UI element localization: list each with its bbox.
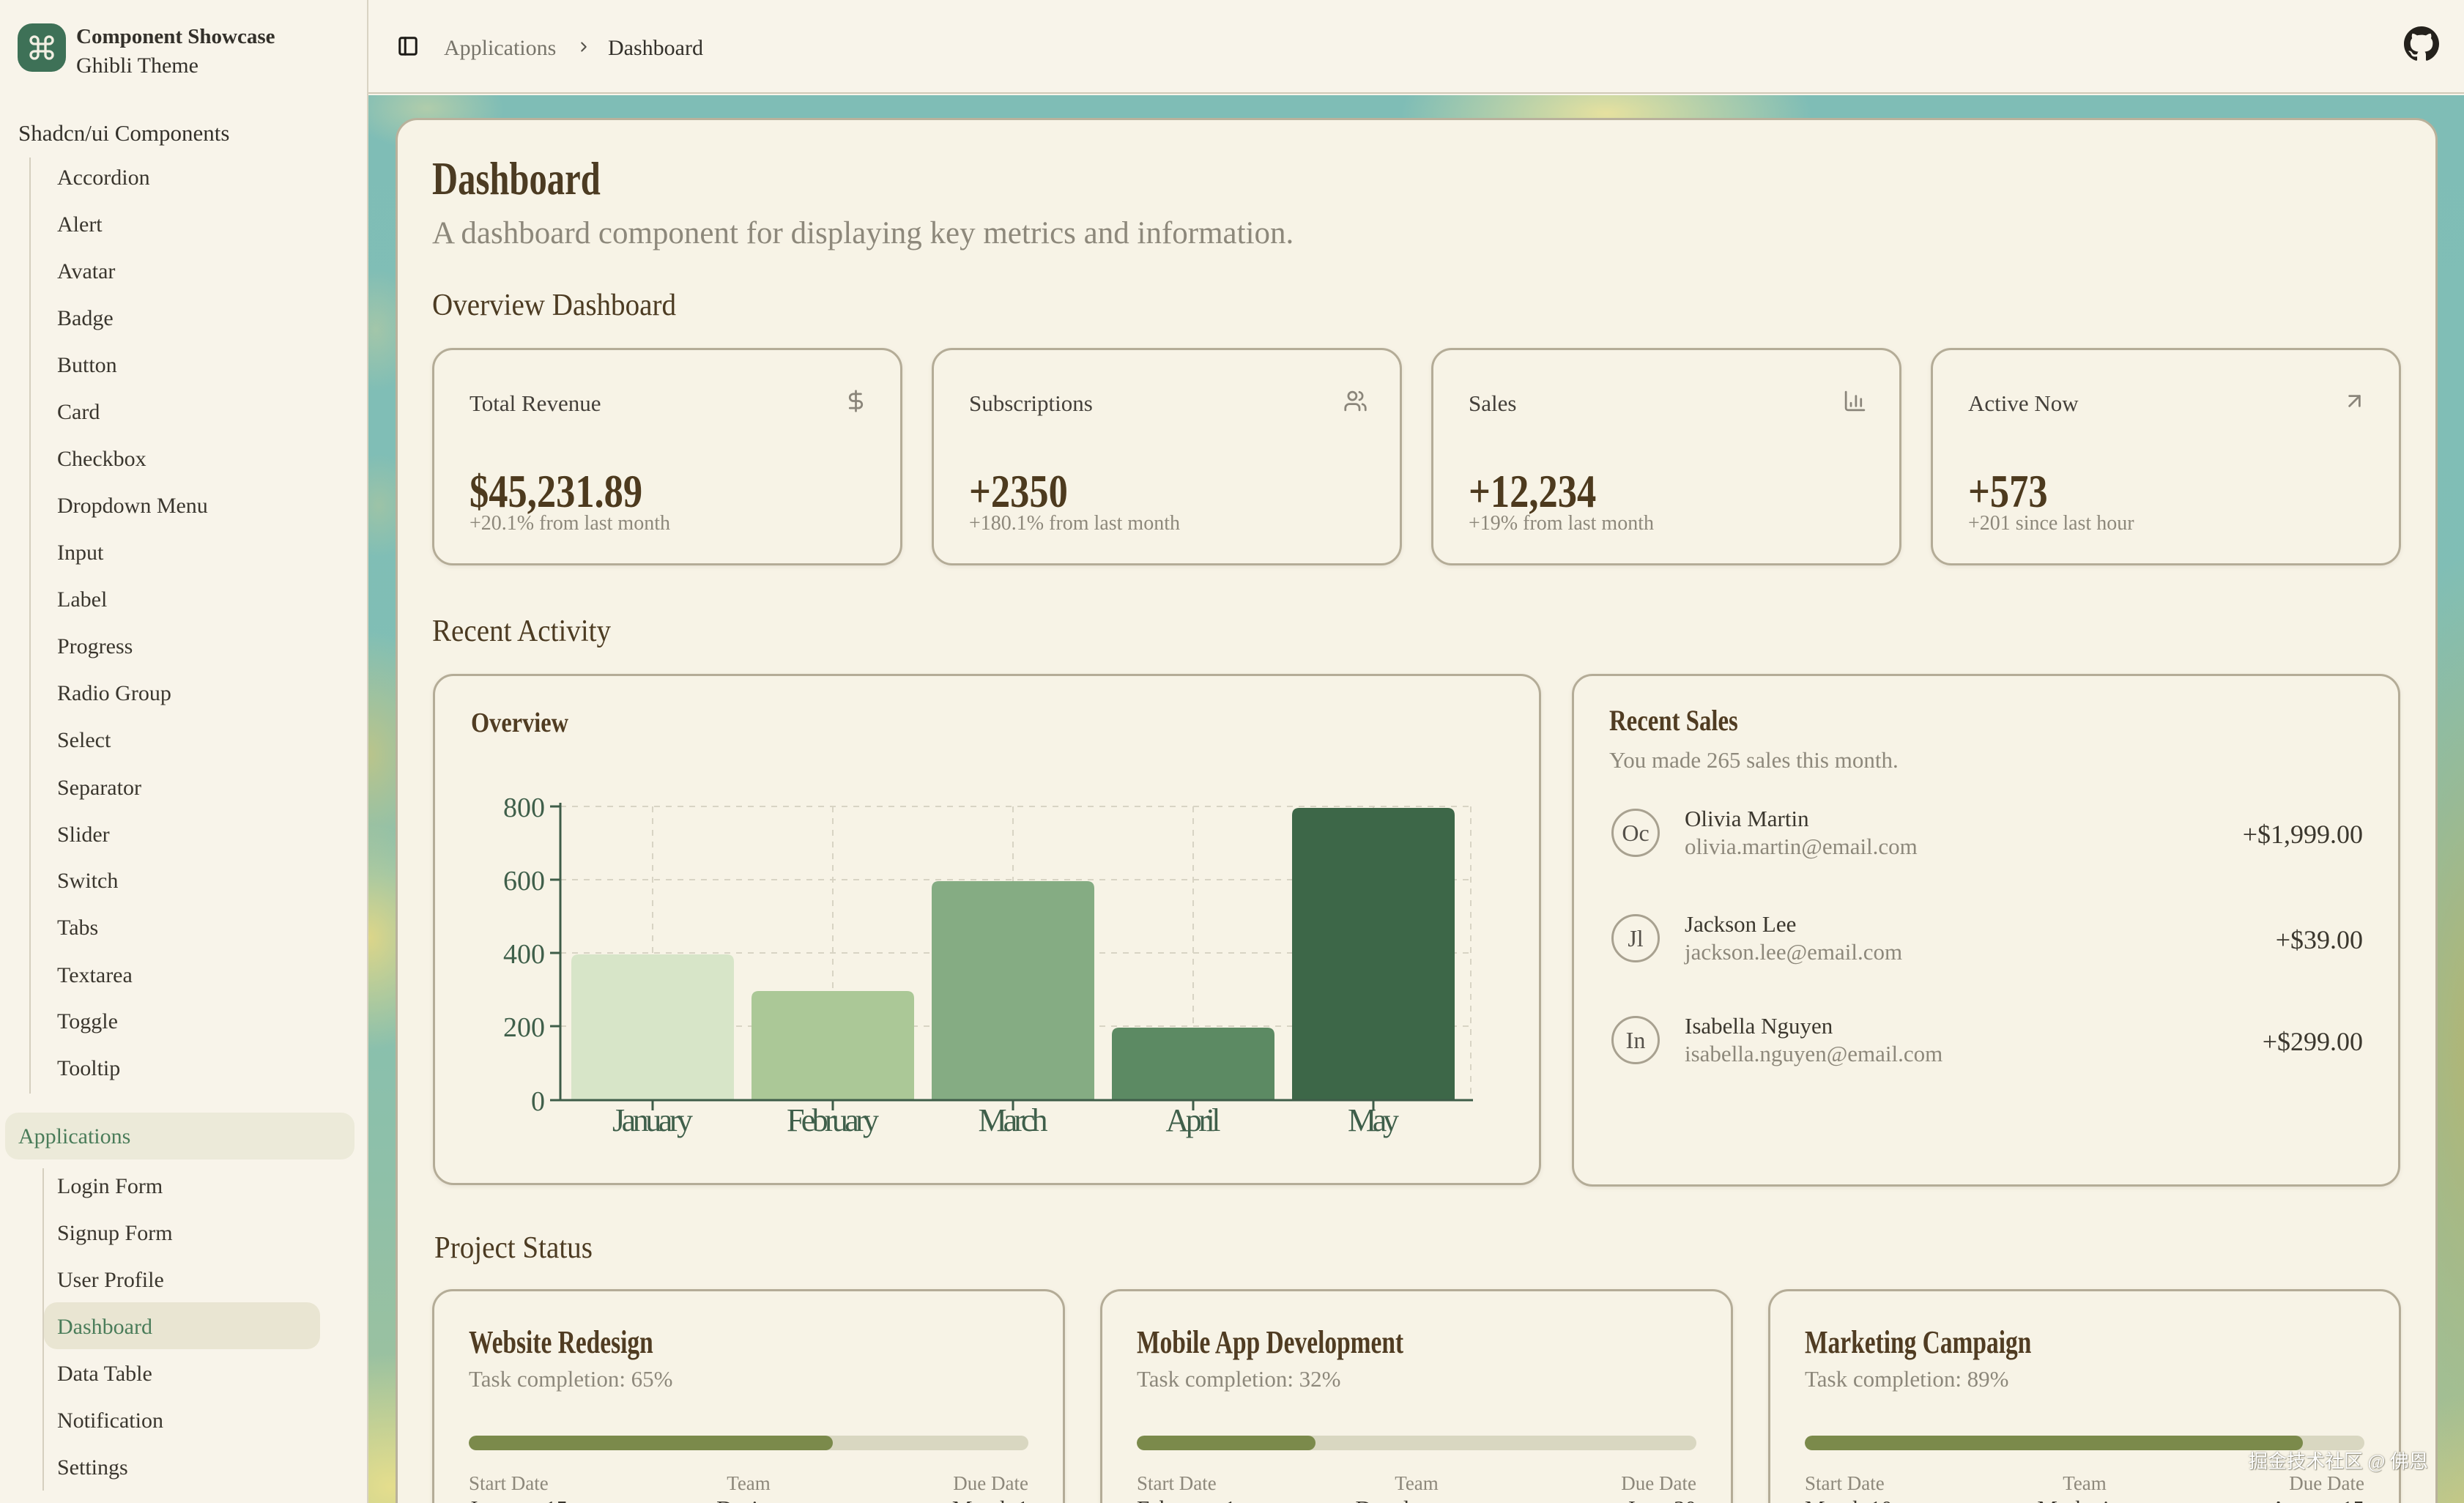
svg-text:Overview: Overview bbox=[471, 708, 568, 738]
svg-text:January: January bbox=[612, 1102, 693, 1138]
svg-text:February: February bbox=[787, 1102, 879, 1138]
svg-text:April: April bbox=[1166, 1102, 1221, 1138]
svg-text:0: 0 bbox=[531, 1086, 545, 1117]
svg-text:May: May bbox=[1348, 1102, 1399, 1138]
svg-text:400: 400 bbox=[503, 939, 545, 970]
svg-text:600: 600 bbox=[503, 866, 545, 897]
svg-text:March: March bbox=[979, 1102, 1048, 1138]
svg-text:800: 800 bbox=[503, 793, 545, 823]
svg-text:200: 200 bbox=[503, 1012, 545, 1043]
